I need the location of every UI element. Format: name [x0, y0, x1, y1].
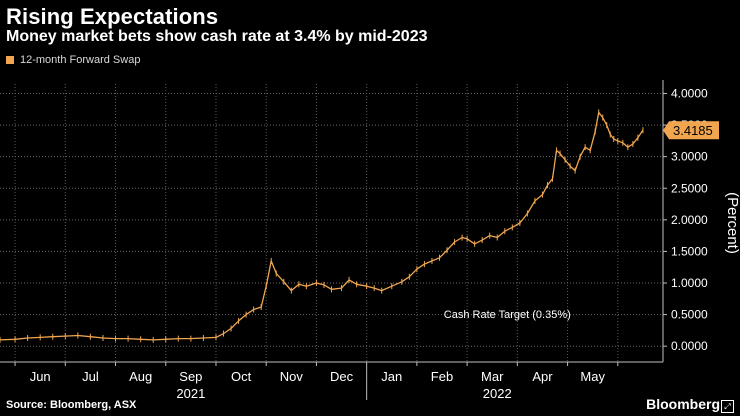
- last-value-label: 3.4185: [673, 123, 713, 138]
- x-tick-label: Mar: [481, 369, 504, 384]
- x-tick-label: Feb: [431, 369, 453, 384]
- x-tick-label: Dec: [330, 369, 354, 384]
- source-note: Source: Bloomberg, ASX: [6, 399, 137, 411]
- year-label: 2022: [483, 386, 512, 401]
- series-line: [0, 111, 644, 341]
- series-layer: [0, 109, 644, 343]
- x-tick-label: May: [580, 369, 605, 384]
- x-tick-label: Jul: [82, 369, 99, 384]
- legend: 12-month Forward Swap: [6, 54, 140, 66]
- y-tick-label: 4.0000: [671, 86, 708, 100]
- legend-swatch: [6, 56, 14, 64]
- x-tick-label: Aug: [129, 369, 152, 384]
- legend-label: 12-month Forward Swap: [20, 54, 141, 66]
- x-tick-label: Jan: [381, 369, 402, 384]
- brand-logo: Bloomberg: [646, 396, 720, 412]
- y-tick-label: 1.5000: [671, 244, 708, 258]
- axis-layer: [0, 80, 667, 400]
- x-tick-label: Apr: [532, 369, 553, 384]
- chart-subtitle: Money market bets show cash rate at 3.4%…: [6, 28, 428, 45]
- y-tick-label: 0.5000: [671, 308, 708, 322]
- y-axis-title: (Percent): [724, 192, 740, 254]
- y-tick-label: 3.0000: [671, 150, 708, 164]
- year-label: 2021: [176, 386, 205, 401]
- expand-icon[interactable]: ⤢: [721, 400, 734, 413]
- y-tick-label: 1.0000: [671, 276, 708, 290]
- y-tick-label: 0.0000: [671, 339, 708, 353]
- x-tick-label: Sep: [179, 369, 202, 384]
- chart-title: Rising Expectations: [6, 4, 219, 29]
- annotation-cash-rate: Cash Rate Target (0.35%): [444, 309, 571, 321]
- label-layer: 0.0000 0.5000 1.0000 1.5000 2.0000 2.5000 3.00…: [30, 86, 740, 401]
- y-tick-label: 2.0000: [671, 213, 708, 227]
- x-tick-label: Jun: [30, 369, 51, 384]
- x-tick-label: Nov: [280, 369, 304, 384]
- y-tick-label: 2.5000: [671, 181, 708, 195]
- grid-layer: [0, 84, 663, 362]
- x-tick-label: Oct: [231, 369, 252, 384]
- last-value-badge: [663, 121, 719, 140]
